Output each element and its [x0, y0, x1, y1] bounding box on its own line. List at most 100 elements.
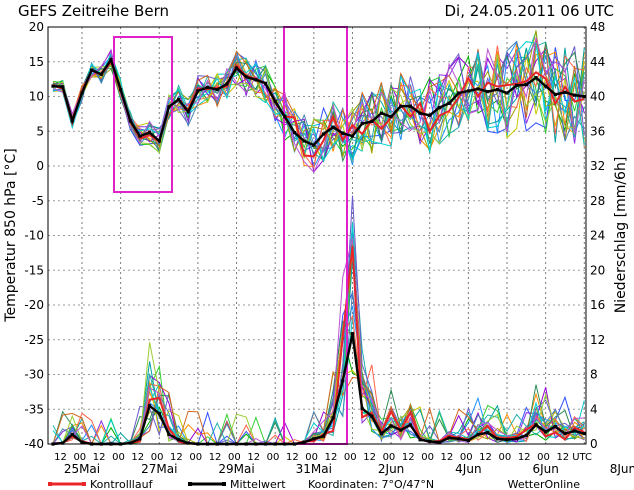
- y-tick-label-right: 32: [590, 159, 605, 173]
- data-point-mittelwert-precipitation: [553, 425, 557, 429]
- ensemble-temperature-line: [52, 37, 585, 174]
- kontrolllauf-precipitation-line: [52, 245, 585, 445]
- data-point-mittelwert-temperature: [186, 110, 190, 114]
- data-point-mittelwert-precipitation: [360, 406, 364, 410]
- chart-title: GEFS Zeitreihe Bern: [18, 2, 169, 20]
- x-tick-label-date: 25Mai: [64, 462, 100, 476]
- ensemble-precipitation-line: [52, 259, 585, 445]
- y-tick-label-left: -30: [24, 368, 44, 382]
- ensemble-precipitation-line: [52, 254, 585, 445]
- y-tick-label-right: 4: [590, 402, 598, 416]
- data-point-mittelwert-temperature: [331, 125, 335, 129]
- y-tick-label-right: 12: [590, 333, 605, 347]
- data-point-mittelwert-precipitation: [167, 432, 171, 436]
- x-tick-label-hour: UTC: [572, 452, 592, 463]
- data-point-mittelwert-temperature: [206, 85, 210, 90]
- data-point-mittelwert-precipitation: [457, 437, 461, 441]
- y-tick-label-left: 15: [29, 55, 44, 69]
- x-tick-label-hour: 00: [383, 452, 396, 463]
- x-tick-label-date: 29Mai: [218, 462, 254, 476]
- x-tick-label-hour: 12: [441, 452, 454, 463]
- legend-mittelwert-marker: [222, 482, 226, 486]
- x-tick-label-hour: 00: [151, 452, 164, 463]
- y-tick-label-right: 8: [590, 368, 598, 382]
- data-point-mittelwert-precipitation: [331, 416, 335, 420]
- credit-label: WetterOnline: [508, 478, 581, 490]
- data-point-mittelwert-temperature: [302, 139, 306, 143]
- x-tick-label-hour: 00: [73, 452, 86, 463]
- series-line-mittelwert-temperature: [52, 56, 585, 147]
- data-point-mittelwert-precipitation: [80, 440, 84, 444]
- data-point-mittelwert-precipitation: [138, 437, 142, 441]
- x-tick-label-date: 2Jun: [378, 462, 404, 476]
- data-point-mittelwert-precipitation: [524, 433, 528, 437]
- data-point-mittelwert-precipitation: [177, 438, 181, 442]
- data-point-mittelwert-temperature: [312, 143, 316, 147]
- x-tick-label-hour: 00: [228, 452, 241, 463]
- x-tick-label-date: 4Jun: [455, 462, 481, 476]
- x-tick-label-hour: 12: [247, 452, 260, 463]
- data-point-mittelwert-temperature: [582, 94, 586, 99]
- data-point-mittelwert-precipitation: [370, 414, 374, 418]
- data-point-mittelwert-temperature: [466, 89, 470, 93]
- data-point-mittelwert-precipitation: [428, 439, 432, 443]
- data-point-mittelwert-temperature: [534, 76, 538, 80]
- data-point-mittelwert-precipitation: [128, 441, 132, 445]
- x-tick-label-hour: 00: [189, 452, 202, 463]
- data-point-mittelwert-precipitation: [437, 440, 441, 444]
- run-date: Di, 24.05.2011 06 UTC: [445, 2, 615, 20]
- data-point-mittelwert-precipitation: [534, 423, 538, 427]
- data-point-mittelwert-temperature: [524, 83, 528, 87]
- data-point-mittelwert-temperature: [196, 89, 200, 93]
- data-point-mittelwert-temperature: [418, 111, 422, 115]
- x-tick-label-hour: 00: [112, 452, 125, 463]
- x-tick-label-hour: 12: [325, 452, 338, 463]
- ensemble-precipitation-line: [52, 225, 585, 445]
- grid: [48, 26, 586, 445]
- legend-mittelwert-marker: [188, 482, 192, 486]
- mean-series: [51, 56, 586, 446]
- data-point-mittelwert-temperature: [341, 131, 345, 135]
- data-point-mittelwert-precipitation: [389, 424, 393, 428]
- data-point-mittelwert-temperature: [80, 91, 84, 95]
- data-point-mittelwert-temperature: [51, 84, 55, 88]
- data-point-mittelwert-precipitation: [466, 438, 470, 443]
- data-point-mittelwert-temperature: [138, 134, 142, 138]
- data-point-mittelwert-temperature: [428, 113, 432, 117]
- data-point-mittelwert-precipitation: [476, 432, 480, 436]
- data-point-mittelwert-temperature: [225, 82, 229, 86]
- y-tick-label-right: 0: [590, 437, 598, 451]
- y-axis-label-right: Niederschlag [mm/6h]: [613, 157, 629, 314]
- data-point-mittelwert-precipitation: [379, 432, 383, 436]
- y-tick-label-left: 0: [36, 159, 44, 173]
- ensemble-precipitation-line: [52, 238, 585, 445]
- data-point-mittelwert-temperature: [360, 122, 364, 126]
- data-point-mittelwert-precipitation: [399, 428, 403, 432]
- data-point-mittelwert-precipitation: [447, 436, 451, 440]
- data-point-mittelwert-precipitation: [486, 431, 490, 435]
- data-point-mittelwert-precipitation: [302, 440, 306, 444]
- legend: Kontrolllauf Mittelwert Koordinaten: 7°O…: [48, 478, 580, 490]
- y-tick-label-left: -10: [24, 229, 44, 243]
- data-point-mittelwert-precipitation: [321, 434, 326, 438]
- data-point-mittelwert-temperature: [119, 88, 123, 92]
- x-tick-label-hour: 00: [267, 452, 280, 463]
- data-point-mittelwert-temperature: [563, 90, 567, 94]
- data-point-mittelwert-precipitation: [341, 379, 345, 383]
- ensemble-temperature-line: [52, 47, 585, 161]
- x-tick-label-date: 27Mai: [141, 462, 177, 476]
- y-tick-label-left: -15: [24, 263, 44, 277]
- data-point-mittelwert-temperature: [495, 88, 499, 92]
- x-tick-label-hour: 00: [344, 452, 357, 463]
- data-point-mittelwert-temperature: [486, 90, 490, 94]
- x-tick-label-hour: 12: [286, 452, 299, 463]
- x-tick-label-hour: 12: [170, 452, 183, 463]
- data-point-mittelwert-precipitation: [70, 432, 74, 436]
- legend-mittelwert-label: Mittelwert: [230, 478, 286, 490]
- y-tick-label-left: 5: [36, 124, 44, 138]
- y-tick-label-left: -20: [24, 298, 44, 312]
- data-point-mittelwert-precipitation: [495, 437, 499, 441]
- kontrolllauf-temperature-line: [52, 60, 585, 158]
